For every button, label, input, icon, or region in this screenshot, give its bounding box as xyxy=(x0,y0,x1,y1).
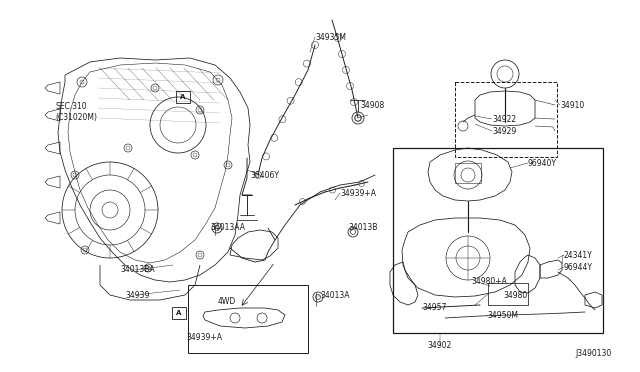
Text: 34013A: 34013A xyxy=(320,292,349,301)
Text: 34950M: 34950M xyxy=(487,311,518,320)
Text: 96940Y: 96940Y xyxy=(528,158,557,167)
Bar xyxy=(188,285,308,353)
Text: 34939+A: 34939+A xyxy=(340,189,376,198)
Bar xyxy=(455,82,557,157)
Bar xyxy=(393,148,603,333)
Text: 34935M: 34935M xyxy=(315,32,346,42)
Text: 4WD: 4WD xyxy=(218,298,236,307)
Text: 34980+A: 34980+A xyxy=(471,278,507,286)
Text: 34910: 34910 xyxy=(560,100,584,109)
Bar xyxy=(176,91,190,103)
Bar xyxy=(455,163,481,183)
Bar xyxy=(172,307,186,319)
Text: 96944Y: 96944Y xyxy=(564,263,593,272)
Text: A: A xyxy=(176,310,182,316)
Text: 34013B: 34013B xyxy=(348,224,378,232)
Text: SEC.310
(C31020M): SEC.310 (C31020M) xyxy=(55,102,97,122)
Text: 34908: 34908 xyxy=(360,100,384,109)
Text: 34957: 34957 xyxy=(422,302,446,311)
Bar xyxy=(488,283,528,305)
Text: 34939+A: 34939+A xyxy=(186,334,222,343)
Text: 34929: 34929 xyxy=(492,126,516,135)
Text: 34013BA: 34013BA xyxy=(120,266,155,275)
Text: 34922: 34922 xyxy=(492,115,516,124)
Text: J3490130: J3490130 xyxy=(575,350,611,359)
Text: 34902: 34902 xyxy=(428,340,452,350)
Text: 34013AA: 34013AA xyxy=(210,224,245,232)
Text: 36406Y: 36406Y xyxy=(250,170,279,180)
Text: A: A xyxy=(180,94,186,100)
Text: 34980: 34980 xyxy=(503,291,527,299)
Text: 34939: 34939 xyxy=(125,291,149,299)
Text: 24341Y: 24341Y xyxy=(564,250,593,260)
